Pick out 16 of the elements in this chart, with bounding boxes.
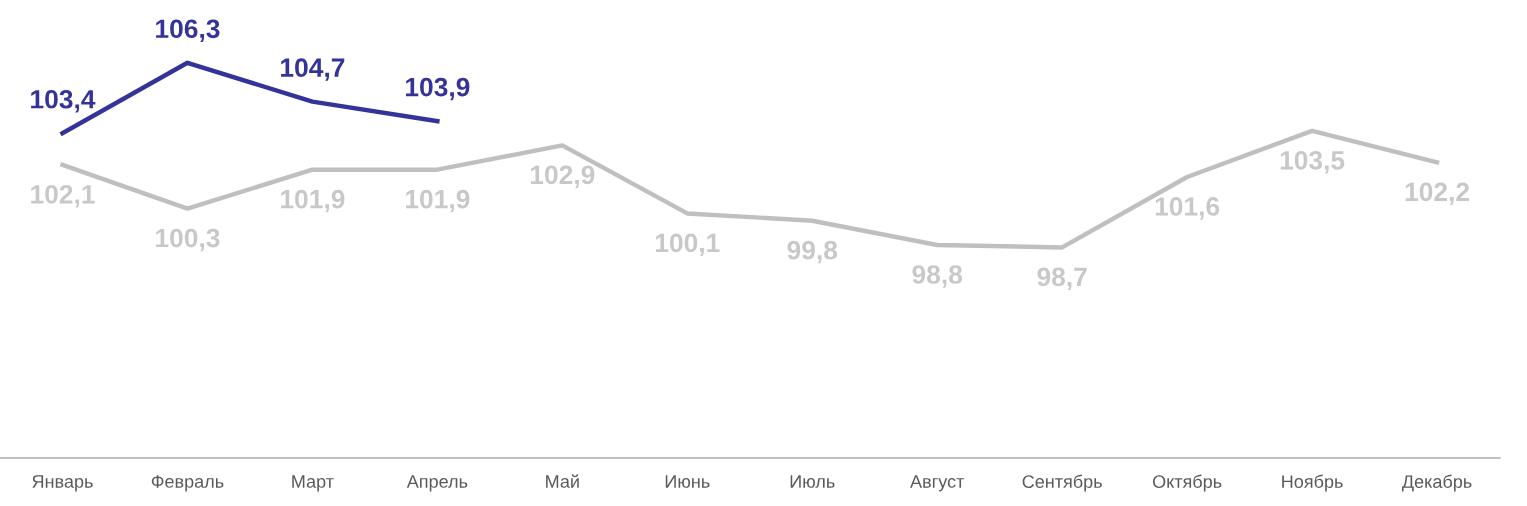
data-label: 103,9 xyxy=(406,77,470,101)
x-tick-label: Октябрь xyxy=(1152,474,1222,492)
data-label: 103,4 xyxy=(31,89,96,113)
x-tick-label: Февраль xyxy=(151,475,224,492)
x-tick-label: Январь xyxy=(32,475,93,492)
x-tick-label: Август xyxy=(910,475,965,492)
x-tick-label: Июнь xyxy=(665,475,710,488)
x-tick-label: Март xyxy=(292,475,334,492)
x-tick-label: Июль xyxy=(790,475,835,488)
data-label: 104,7 xyxy=(281,58,345,81)
x-tick-label: Май xyxy=(546,474,579,488)
data-label: 106,3 xyxy=(156,19,220,42)
x-tick-label: Сентябрь xyxy=(1022,474,1102,492)
x-tick-label: Апрель xyxy=(406,475,468,492)
x-tick-label: Ноябрь xyxy=(1282,474,1343,492)
x-tick-label: Декабрь xyxy=(1401,474,1472,492)
